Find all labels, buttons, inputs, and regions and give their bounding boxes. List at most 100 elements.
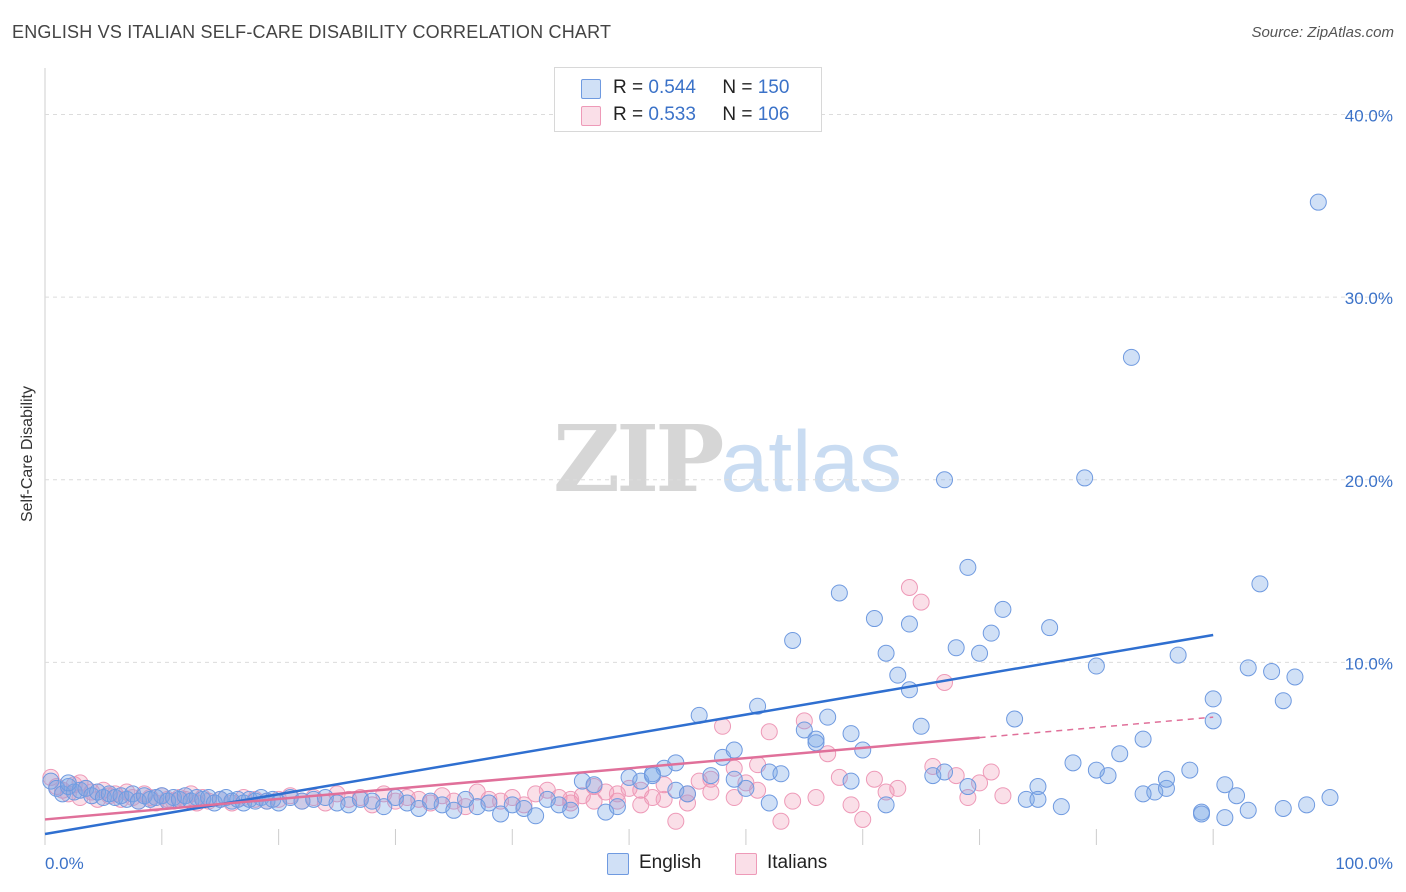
y-tick-label: 30.0% <box>1345 289 1393 308</box>
english-point <box>1169 646 1187 664</box>
watermark-atlas: atlas <box>720 414 903 510</box>
italians-point <box>42 768 60 786</box>
english-point <box>1239 659 1257 677</box>
italians-point <box>865 770 883 788</box>
english-point <box>959 558 977 576</box>
english-point <box>936 763 953 781</box>
italians-legend-swatch <box>735 853 757 875</box>
chart-title: ENGLISH VS ITALIAN SELF-CARE DISABILITY … <box>12 22 612 42</box>
italians-point <box>795 712 813 730</box>
english-point <box>842 772 860 790</box>
english-point <box>643 767 661 785</box>
english-point <box>830 584 848 602</box>
english-point <box>1029 778 1047 796</box>
italians-point <box>679 794 696 812</box>
stats-legend: R = 0.544 N = 150 R = 0.533 N = 106 <box>554 67 822 132</box>
english-point <box>737 779 755 797</box>
english-r-value: 0.544 <box>648 77 696 98</box>
english-point <box>1216 776 1234 794</box>
english-point <box>1321 789 1339 807</box>
bottom-legend-italians: Italians <box>735 850 855 878</box>
english-point <box>1181 761 1199 779</box>
italians-point <box>702 770 720 788</box>
y-tick-label: 10.0% <box>1345 654 1393 673</box>
english-point <box>1134 730 1152 748</box>
english-point <box>889 666 907 684</box>
english-point <box>795 721 813 739</box>
y-axis-label: Self-Care Disability <box>19 385 36 523</box>
english-point <box>807 734 825 752</box>
source-label: Source: ZipAtlas.com <box>1251 24 1394 41</box>
english-swatch <box>581 79 601 99</box>
watermark-zip: ZIP <box>553 405 724 513</box>
italians-point <box>784 792 802 810</box>
italians-swatch <box>581 106 601 126</box>
english-point <box>1228 787 1246 805</box>
english-point <box>1274 799 1292 817</box>
english-point <box>971 644 989 662</box>
english-legend-label: English <box>639 852 702 873</box>
english-r-label: R = <box>613 77 644 98</box>
english-point <box>608 798 626 816</box>
english-point <box>1087 657 1105 675</box>
english-point <box>1309 193 1327 211</box>
english-trend-line <box>44 633 1214 836</box>
english-point <box>1029 790 1047 808</box>
english-point <box>1041 619 1059 637</box>
english-point <box>492 805 510 823</box>
english-point <box>772 765 790 783</box>
english-point <box>585 776 603 794</box>
english-point <box>702 767 720 785</box>
italians-point <box>994 787 1012 805</box>
legend-row-italians: R = 0.533 N = 106 <box>555 102 821 130</box>
english-point <box>725 770 743 788</box>
english-point <box>1157 770 1175 788</box>
italians-point <box>807 789 825 807</box>
english-point <box>1239 801 1257 819</box>
english-point <box>1204 690 1222 708</box>
english-point <box>1193 805 1210 823</box>
english-point <box>527 807 545 825</box>
english-point <box>749 697 767 715</box>
english-point <box>1064 754 1082 772</box>
watermark: ZIPatlas <box>553 405 902 513</box>
legend-row-english: R = 0.544 N = 150 <box>555 75 821 103</box>
english-point <box>877 644 895 662</box>
english-point <box>59 774 77 792</box>
english-point <box>480 794 498 812</box>
italians-point <box>772 812 790 830</box>
english-point <box>375 798 393 816</box>
italians-point <box>982 763 1000 781</box>
y-tick-label: 20.0% <box>1345 472 1393 491</box>
english-point <box>1298 796 1316 814</box>
italians-point <box>842 796 860 814</box>
english-point <box>445 801 463 819</box>
italians-point <box>667 812 685 830</box>
x-tick-label-max: 100.0% <box>1335 854 1393 873</box>
italians-legend-label: Italians <box>767 852 828 873</box>
x-tick-label-min: 0.0% <box>45 854 84 873</box>
italians-r-label: R = <box>613 104 644 125</box>
italians-point <box>725 789 743 807</box>
english-point <box>725 741 743 759</box>
italians-point <box>900 579 918 597</box>
english-point <box>1087 761 1105 779</box>
italians-point <box>632 781 650 799</box>
english-point <box>1286 668 1304 686</box>
english-point <box>1076 469 1094 487</box>
italians-point <box>515 796 533 814</box>
english-point <box>877 796 895 814</box>
english-point <box>1263 663 1281 681</box>
english-point <box>900 681 918 699</box>
english-point <box>854 741 872 759</box>
english-point <box>982 624 1000 642</box>
italians-point <box>655 790 673 808</box>
english-n-value: 150 <box>757 77 790 98</box>
english-point <box>1157 779 1175 797</box>
english-point <box>912 717 930 735</box>
italians-point <box>912 593 930 611</box>
english-point <box>1006 710 1024 728</box>
y-tick-label: 40.0% <box>1345 107 1393 126</box>
english-point <box>784 631 802 649</box>
